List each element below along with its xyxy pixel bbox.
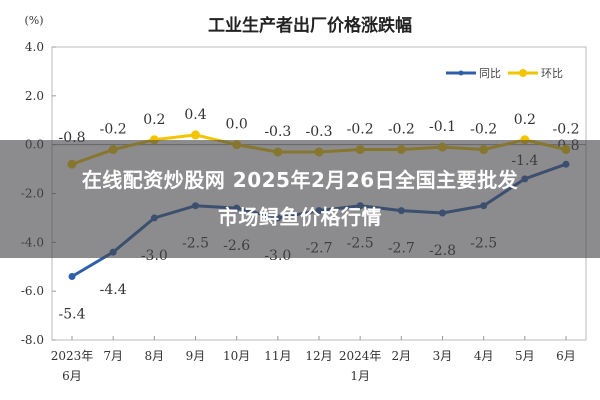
data-label: -0.2 <box>470 122 497 138</box>
data-label: 0.4 <box>184 107 206 123</box>
data-label: -0.1 <box>429 119 456 135</box>
data-point <box>68 273 76 281</box>
data-label: -0.3 <box>306 124 333 140</box>
x-tick-label: 6月 <box>62 369 82 383</box>
y-tick-label: -6.0 <box>21 284 44 298</box>
x-tick-label: 12月 <box>305 349 332 363</box>
overlay-banner: 在线配资炒股网 2025年2月26日全国主要批发 市场鲟鱼价格行情 <box>0 140 600 258</box>
data-label: 0.2 <box>514 112 536 128</box>
x-tick-label: 7月 <box>103 349 123 363</box>
data-label: 0.2 <box>143 112 165 128</box>
data-label: -4.4 <box>100 282 127 298</box>
y-tick-label: 4.0 <box>25 40 44 54</box>
legend-marker <box>458 70 464 76</box>
data-label: -0.3 <box>264 124 291 140</box>
data-label: -0.2 <box>347 122 374 138</box>
legend-label: 环比 <box>541 67 563 80</box>
data-label: -0.2 <box>553 122 580 138</box>
x-tick-label: 2024年 <box>339 349 382 363</box>
y-tick-label: 2.0 <box>25 89 44 103</box>
overlay-line-1: 在线配资炒股网 2025年2月26日全国主要批发 <box>81 168 519 192</box>
data-label: -0.2 <box>100 122 127 138</box>
y-tick-label: -8.0 <box>21 333 44 347</box>
data-label: 0.0 <box>226 117 248 133</box>
x-tick-label: 2023年 <box>51 349 94 363</box>
x-tick-label: 6月 <box>556 349 576 363</box>
x-tick-label: 10月 <box>223 349 250 363</box>
x-tick-label: 2月 <box>392 349 412 363</box>
data-label: -0.2 <box>388 122 415 138</box>
data-point <box>191 130 200 140</box>
overlay-line-2: 市场鲟鱼价格行情 <box>218 205 382 229</box>
x-tick-label: 1月 <box>350 369 370 383</box>
x-tick-label: 5月 <box>515 349 535 363</box>
x-tick-label: 9月 <box>186 349 206 363</box>
legend-label: 同比 <box>479 67 501 80</box>
y-axis-label: (%) <box>24 14 43 27</box>
x-tick-label: 4月 <box>474 349 494 363</box>
x-tick-label: 3月 <box>433 349 453 363</box>
legend-marker <box>519 69 527 77</box>
chart-title: 工业生产者出厂价格涨跌幅 <box>208 15 412 36</box>
x-tick-label: 8月 <box>145 349 165 363</box>
x-tick-label: 11月 <box>264 349 291 363</box>
legend: 同比 环比 <box>446 67 563 80</box>
data-label: -5.4 <box>59 307 86 323</box>
